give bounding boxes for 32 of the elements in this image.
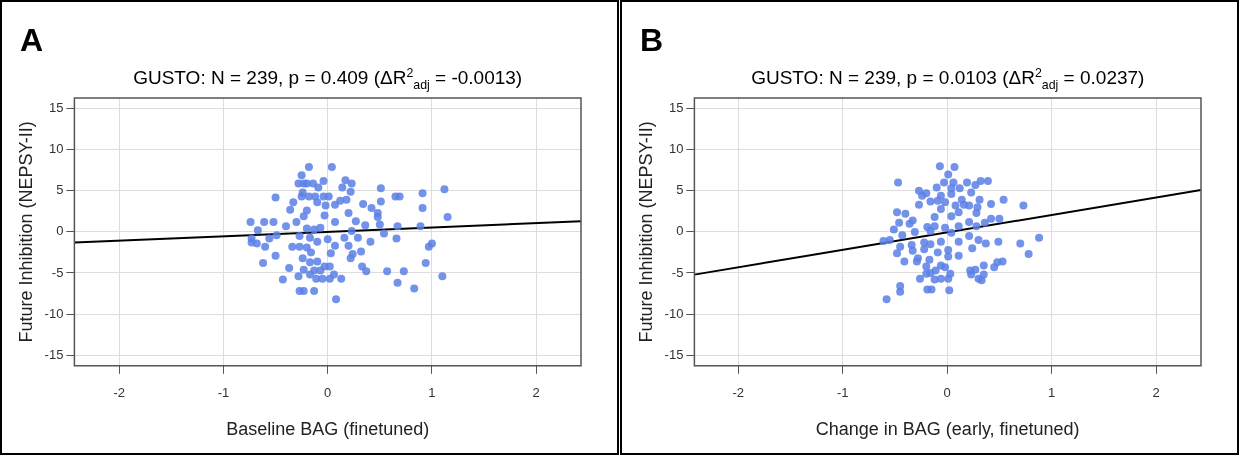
x-tick-label: -2 — [113, 385, 125, 401]
y-tick-label: 0 — [676, 223, 684, 239]
y-tick-label: 10 — [668, 141, 684, 157]
text: A — [20, 22, 44, 59]
y-tick-label: -15 — [664, 346, 684, 362]
x-tick-label: 1 — [428, 385, 436, 401]
y-tick-label: -15 — [44, 346, 64, 362]
x-tick-label: 0 — [324, 385, 332, 401]
x-tick-label: -1 — [217, 385, 230, 401]
y-tick-label: 15 — [668, 100, 684, 116]
chart-title: GUSTO: N = 239, p = 0.409 (ΔR$^{2}$$_{adj}$ = -0.0013) — [133, 66, 523, 93]
y-tick-label: 5 — [56, 182, 64, 198]
y-tick-label: -5 — [51, 264, 64, 280]
x-tick-label: -2 — [732, 385, 745, 401]
y-tick-label: -10 — [664, 305, 684, 321]
y-tick-label: 15 — [48, 100, 64, 116]
y-axis-title: Future Inhibition (NEPSY-II) — [15, 121, 36, 343]
x-tick-label: 2 — [532, 385, 540, 401]
y-tick-label: 0 — [56, 223, 64, 239]
x-tick-label: 0 — [943, 385, 951, 401]
x-axis-title: Change in BAG (early, finetuned) — [815, 419, 1080, 440]
x-tick-label: 2 — [1152, 385, 1160, 401]
y-tick-label: -10 — [44, 305, 64, 321]
y-tick-label: 5 — [676, 182, 684, 198]
y-tick-label: 10 — [48, 141, 64, 157]
chart-title: GUSTO: N = 239, p = 0.0103 (ΔR$^{2}$$_{adj}$ = 0.0237) — [751, 66, 1145, 93]
text: B — [640, 22, 664, 59]
y-axis-title: Future Inhibition (NEPSY-II) — [635, 121, 656, 343]
x-axis-title: Baseline BAG (finetuned) — [226, 419, 430, 440]
x-tick-label: 1 — [1048, 385, 1056, 401]
y-tick-label: -5 — [671, 264, 684, 280]
x-tick-label: -1 — [836, 385, 849, 401]
